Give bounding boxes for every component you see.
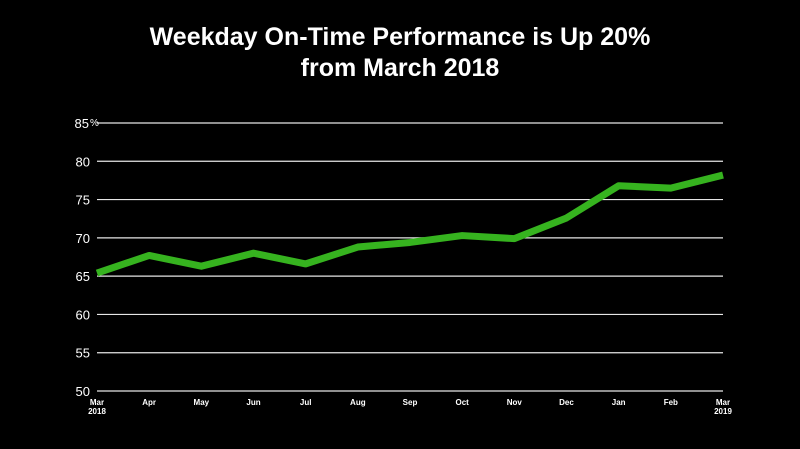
y-tick-label: 55 <box>76 346 90 361</box>
y-tick-label: 70 <box>76 231 90 246</box>
chart-title-line-1: Weekday On-Time Performance is Up 20% <box>149 23 651 51</box>
grid-lines <box>97 122 723 392</box>
y-unit-label: % <box>90 118 99 129</box>
x-tick-label: Aug <box>350 398 366 407</box>
x-tick-label: Mar 2019 <box>714 398 732 416</box>
x-tick-label: Apr <box>142 398 156 407</box>
y-axis-ticks: 50 55 60 65 70 75 80 85% <box>75 116 99 399</box>
y-tick-label: 60 <box>76 307 90 322</box>
x-tick-label: May <box>194 398 210 407</box>
y-tick-label: 75 <box>76 193 90 208</box>
x-tick-label: Jul <box>300 398 312 407</box>
y-tick-label: 85 <box>75 116 89 131</box>
chart-title: Weekday On-Time Performance is Up 20% fr… <box>0 22 800 84</box>
y-tick-label: 80 <box>76 154 90 169</box>
x-tick-label: Sep <box>403 398 418 407</box>
chart-title-line-2: from March 2018 <box>300 54 500 82</box>
x-tick-label: Nov <box>507 398 523 407</box>
x-axis-ticks: Mar 2018 Apr May Jun Jul Aug Sep Oct Nov Dec Jan Feb… <box>88 398 732 416</box>
x-tick-label: Jun <box>246 398 260 407</box>
x-tick-label: Oct <box>455 398 469 407</box>
x-tick-label: Feb <box>664 398 678 407</box>
x-tick-label: Jan <box>612 398 626 407</box>
x-tick-label: Dec <box>559 398 574 407</box>
series-line <box>95 171 724 277</box>
series-group <box>95 171 724 277</box>
x-tick-label: Mar 2018 <box>88 398 106 416</box>
y-tick-label: 50 <box>76 384 90 399</box>
y-tick-label: 65 <box>76 269 90 284</box>
